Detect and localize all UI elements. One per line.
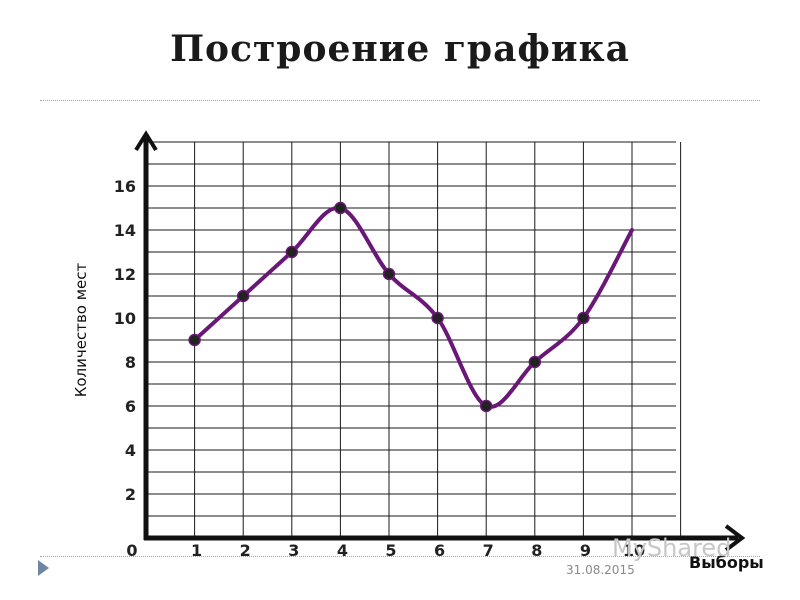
y-tick-label: 6	[125, 397, 136, 416]
x-tick-label: 3	[288, 541, 299, 560]
slide-title: Построение графика	[170, 28, 630, 70]
x-tick-label: 1	[191, 541, 202, 560]
data-point	[334, 201, 347, 215]
y-tick-label: 14	[114, 221, 136, 240]
data-point	[479, 399, 493, 413]
y-axis-label: Количество мест	[72, 262, 90, 397]
x-tick-label: 2	[240, 541, 251, 560]
y-tick-label: 10	[114, 309, 136, 328]
data-point	[236, 289, 250, 303]
slide-date: 31.08.2015	[566, 563, 635, 577]
x-tick-label: 7	[483, 541, 494, 560]
x-tick-label: 10	[623, 541, 645, 560]
y-tick-label: 8	[125, 353, 136, 372]
top-divider	[40, 100, 760, 101]
x-axis-label: Выборы	[689, 553, 764, 572]
data-point	[188, 333, 201, 347]
chart-grid	[146, 141, 682, 538]
x-tick-label: 5	[385, 541, 396, 560]
y-tick-label: 16	[114, 177, 136, 196]
data-point	[577, 311, 590, 325]
data-point	[528, 355, 542, 369]
x-tick-label: 8	[531, 541, 542, 560]
x-tick-label: 6	[434, 541, 445, 560]
data-point	[431, 311, 444, 325]
data-point	[285, 245, 299, 259]
data-points	[188, 201, 590, 413]
data-point	[382, 267, 396, 281]
chart-axes	[134, 130, 746, 552]
x-tick-label: 0	[126, 541, 137, 560]
nav-arrow-icon[interactable]	[38, 560, 49, 576]
y-tick-label: 4	[125, 441, 136, 460]
y-tick-label: 2	[125, 485, 136, 504]
x-tick-label: 4	[337, 541, 348, 560]
y-tick-label: 12	[114, 265, 136, 284]
watermark-logo: MyShared	[612, 534, 732, 562]
x-tick-labels: 0 1 2 3 4 5 6 7 8 9 10	[126, 541, 645, 560]
series-line	[192, 205, 634, 409]
bottom-divider	[40, 556, 760, 557]
y-tick-labels: 2 4 6 8 10 12 14 16	[114, 177, 136, 504]
x-tick-label: 9	[580, 541, 591, 560]
y-axis-arrow	[134, 130, 158, 152]
x-axis-arrow	[724, 524, 746, 552]
